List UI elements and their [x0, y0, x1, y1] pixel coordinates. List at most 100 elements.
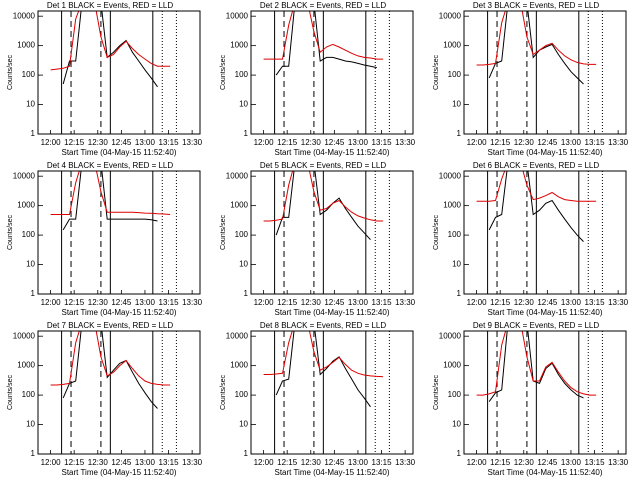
y-tick-label: 10 — [26, 100, 35, 109]
y-tick-label: 10 — [452, 100, 461, 109]
x-tick-label: 13:15 — [372, 458, 393, 467]
x-tick-label: 13:15 — [159, 458, 180, 467]
x-tick-label: 13:00 — [561, 298, 582, 307]
y-tick-label: 100 — [22, 390, 36, 399]
panel: Det 2 BLACK = Events, RED = LLD Start Tim… — [220, 1, 416, 157]
x-tick-label: 13:15 — [159, 138, 180, 147]
x-tick-label: 12:15 — [277, 458, 298, 467]
x-tick-label: 12:15 — [490, 298, 511, 307]
x-tick-label: 12:30 — [301, 298, 322, 307]
series-line — [263, 331, 384, 378]
y-axis-label: Counts/sec — [220, 54, 227, 90]
x-tick-label: 12:15 — [64, 138, 85, 147]
y-tick-label: 10000 — [439, 331, 462, 340]
y-tick-label: 10000 — [226, 331, 249, 340]
y-tick-label: 1 — [244, 449, 249, 458]
series-line — [476, 171, 597, 202]
chart-title: Det 1 BLACK = Events, RED = LLD — [47, 1, 174, 10]
y-tick-label: 10 — [452, 260, 461, 269]
y-tick-label: 10 — [239, 260, 248, 269]
x-tick-label: 12:30 — [88, 458, 109, 467]
y-axis-label: Counts/sec — [433, 374, 440, 410]
y-tick-label: 100 — [448, 70, 462, 79]
x-tick-label: 12:15 — [64, 458, 85, 467]
y-axis-label: Counts/sec — [433, 214, 440, 250]
y-tick-label: 10000 — [13, 171, 36, 180]
series-line — [50, 331, 171, 386]
x-tick-label: 13:00 — [135, 298, 156, 307]
x-tick-label: 13:15 — [585, 458, 606, 467]
x-axis-label: Start Time (04-May-15 11:52:40) — [61, 148, 176, 157]
x-tick-label: 13:30 — [395, 458, 416, 467]
plot-frame — [463, 330, 627, 455]
plot-frame — [463, 170, 627, 295]
x-tick-label: 12:45 — [537, 138, 558, 147]
y-tick-label: 1000 — [17, 41, 35, 50]
y-tick-label: 1000 — [443, 41, 461, 50]
series-line — [275, 171, 371, 241]
series-line — [50, 11, 171, 71]
chart-title: Det 5 BLACK = Events, RED = LLD — [260, 161, 387, 170]
x-tick-label: 12:00 — [254, 458, 275, 467]
series-line — [488, 331, 584, 402]
chart-title: Det 8 BLACK = Events, RED = LLD — [260, 321, 387, 330]
y-tick-label: 10 — [26, 260, 35, 269]
y-tick-label: 10000 — [439, 171, 462, 180]
y-tick-label: 1000 — [443, 361, 461, 370]
y-tick-label: 1 — [244, 289, 249, 298]
x-tick-label: 13:15 — [585, 138, 606, 147]
y-axis-label: Counts/sec — [7, 214, 14, 250]
panel: Det 1 BLACK = Events, RED = LLD Start Tim… — [7, 1, 203, 157]
series-line — [275, 331, 371, 408]
y-tick-label: 1000 — [17, 201, 35, 210]
plot-frame — [37, 10, 201, 135]
series-line — [488, 11, 584, 85]
x-axis-label: Start Time (04-May-15 11:52:40) — [487, 148, 602, 157]
x-axis-label: Start Time (04-May-15 11:52:40) — [61, 308, 176, 317]
series-line — [476, 11, 597, 66]
y-tick-label: 1 — [457, 449, 462, 458]
y-tick-label: 100 — [235, 230, 249, 239]
x-tick-label: 12:45 — [537, 458, 558, 467]
series-line — [62, 11, 158, 88]
x-tick-label: 12:00 — [254, 298, 275, 307]
y-tick-label: 1 — [457, 289, 462, 298]
panel: Det 4 BLACK = Events, RED = LLD Start Tim… — [7, 161, 203, 317]
series-line — [62, 171, 158, 231]
series-line — [263, 171, 384, 222]
x-tick-label: 13:15 — [585, 298, 606, 307]
y-tick-label: 10 — [26, 420, 35, 429]
y-tick-label: 100 — [448, 230, 462, 239]
x-tick-label: 13:30 — [182, 458, 203, 467]
y-tick-label: 1000 — [230, 361, 248, 370]
x-axis-label: Start Time (04-May-15 11:52:40) — [487, 308, 602, 317]
x-tick-label: 12:30 — [88, 138, 109, 147]
chart-title: Det 9 BLACK = Events, RED = LLD — [473, 321, 600, 330]
y-tick-label: 1 — [31, 449, 36, 458]
x-tick-label: 12:00 — [41, 298, 62, 307]
x-tick-label: 13:00 — [135, 138, 156, 147]
x-axis-label: Start Time (04-May-15 11:52:40) — [274, 308, 389, 317]
chart-title: Det 2 BLACK = Events, RED = LLD — [260, 1, 387, 10]
x-axis-label: Start Time (04-May-15 11:52:40) — [61, 468, 176, 477]
x-axis-label: Start Time (04-May-15 11:52:40) — [274, 148, 389, 157]
plot-frame — [250, 330, 414, 455]
x-tick-label: 12:45 — [111, 138, 132, 147]
y-tick-label: 10000 — [226, 171, 249, 180]
chart-title: Det 4 BLACK = Events, RED = LLD — [47, 161, 174, 170]
y-tick-label: 1 — [457, 129, 462, 138]
x-tick-label: 13:00 — [135, 458, 156, 467]
x-tick-label: 12:15 — [64, 298, 85, 307]
y-axis-label: Counts/sec — [220, 374, 227, 410]
x-tick-label: 13:30 — [182, 298, 203, 307]
x-tick-label: 12:00 — [467, 298, 488, 307]
plot-frame — [250, 10, 414, 135]
y-axis-label: Counts/sec — [220, 214, 227, 250]
x-tick-label: 13:15 — [372, 138, 393, 147]
x-axis-label: Start Time (04-May-15 11:52:40) — [274, 468, 389, 477]
y-tick-label: 100 — [22, 230, 36, 239]
x-tick-label: 12:30 — [514, 138, 535, 147]
y-tick-label: 1 — [31, 129, 36, 138]
plot-frame — [37, 330, 201, 455]
panel: Det 5 BLACK = Events, RED = LLD Start Tim… — [220, 161, 416, 317]
